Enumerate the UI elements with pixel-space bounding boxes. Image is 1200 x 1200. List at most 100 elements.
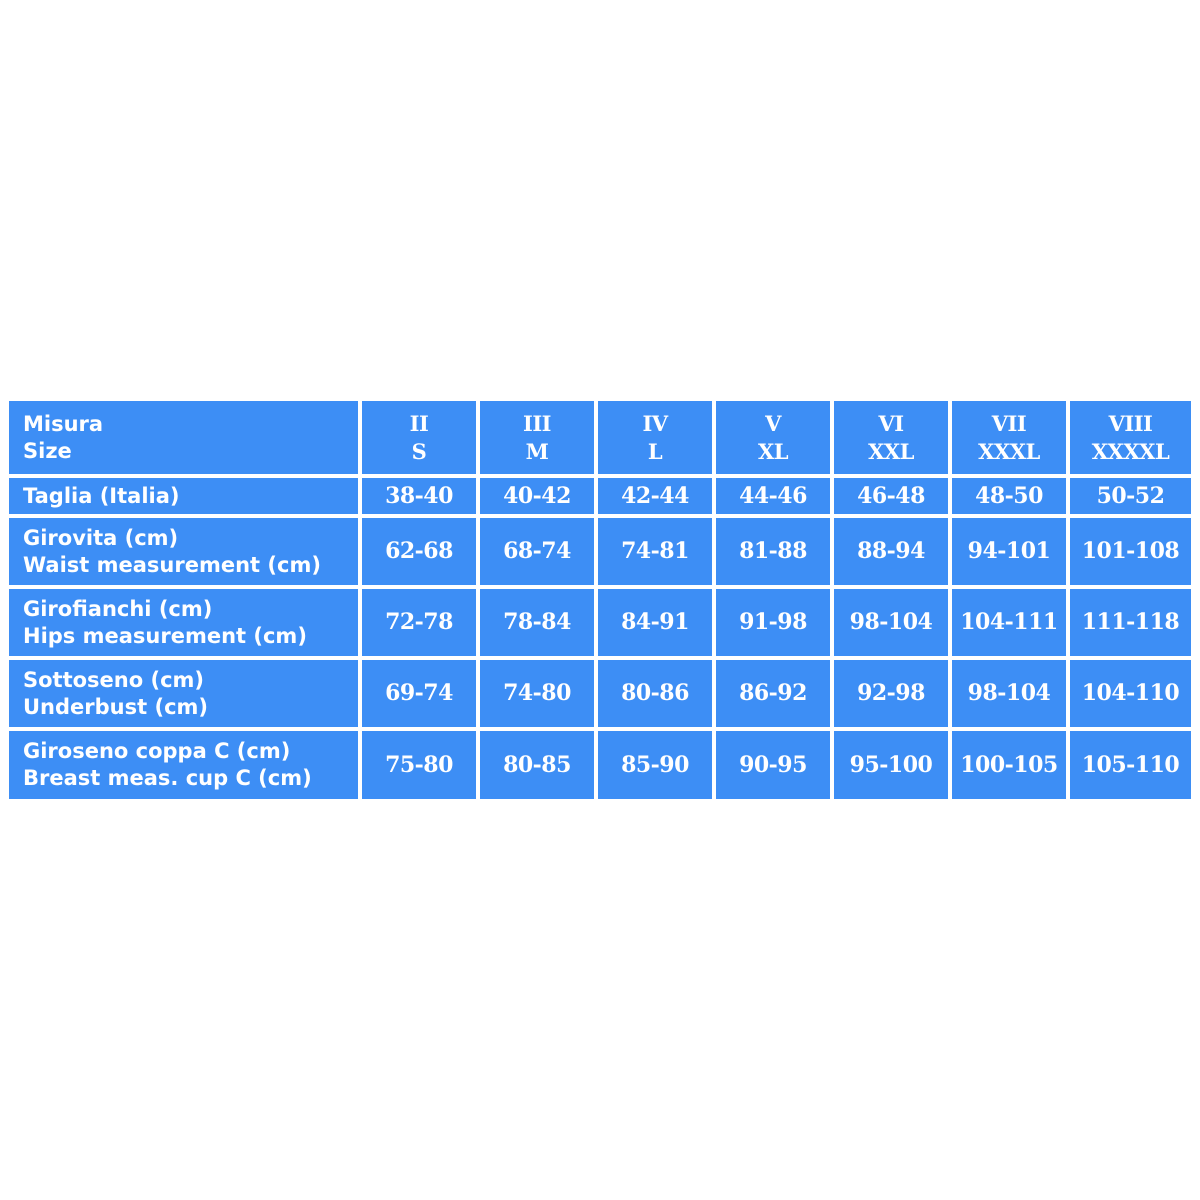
value-cell: 69-74: [362, 660, 476, 727]
value-cell: 85-90: [598, 731, 712, 799]
cell-text: 74-81: [621, 538, 689, 564]
cell-text: IV: [642, 410, 668, 436]
cell-text: VII: [991, 410, 1027, 436]
cell-text: M: [525, 438, 549, 464]
cell-text: 38-40: [385, 482, 453, 509]
cell-text: Hips measurement (cm): [23, 623, 307, 648]
cell-text: S: [411, 438, 427, 464]
value-cell: 94-101: [952, 518, 1066, 585]
cell-text: 86-92: [739, 680, 807, 706]
cell-text: 62-68: [385, 538, 453, 564]
cell-text: Waist measurement (cm): [23, 552, 321, 577]
cell-text: 40-42: [503, 482, 571, 509]
cell-text: VIII: [1108, 410, 1153, 436]
value-cell: 40-42: [480, 478, 594, 514]
cell-text: VI: [878, 410, 904, 436]
cell-text: 75-80: [385, 751, 453, 778]
value-cell: 42-44: [598, 478, 712, 514]
value-cell: 80-86: [598, 660, 712, 727]
cell-text: 80-85: [503, 751, 571, 778]
value-cell: 88-94: [834, 518, 948, 585]
cell-text: 69-74: [385, 680, 453, 706]
value-cell: 81-88: [716, 518, 830, 585]
cell-text: 91-98: [739, 609, 807, 635]
value-cell: 48-50: [952, 478, 1066, 514]
cell-text: 68-74: [503, 538, 571, 564]
cell-text: 84-91: [621, 609, 689, 635]
row-label-cell: Girofianchi (cm) Hips measurement (cm): [9, 589, 358, 656]
cell-text: V: [765, 410, 781, 436]
cell-text: Underbust (cm): [23, 694, 208, 719]
cell-text: 90-95: [739, 751, 807, 778]
row-label-cell: Girovita (cm) Waist measurement (cm): [9, 518, 358, 585]
value-cell: 104-110: [1070, 660, 1191, 727]
value-cell: 95-100: [834, 731, 948, 799]
header-label-cell: Misura Size: [9, 401, 358, 474]
value-cell: 98-104: [952, 660, 1066, 727]
value-cell: 91-98: [716, 589, 830, 656]
value-cell: 98-104: [834, 589, 948, 656]
value-cell: 62-68: [362, 518, 476, 585]
cell-text: 42-44: [621, 482, 689, 509]
cell-text: 101-108: [1081, 538, 1180, 564]
value-cell: 75-80: [362, 731, 476, 799]
cell-text: 104-110: [1081, 680, 1180, 706]
row-label-cell: Sottoseno (cm) Underbust (cm): [9, 660, 358, 727]
value-cell: 111-118: [1070, 589, 1191, 656]
header-size-cell: III M: [480, 401, 594, 474]
cell-text: 98-104: [849, 609, 933, 635]
cell-text: 72-78: [385, 609, 453, 635]
cell-text: L: [647, 438, 663, 464]
value-cell: 68-74: [480, 518, 594, 585]
cell-text: Girovita (cm): [23, 525, 179, 550]
cell-text: Girofianchi (cm): [23, 596, 213, 621]
cell-text: 44-46: [739, 482, 807, 509]
header-size-cell: IV L: [598, 401, 712, 474]
value-cell: 80-85: [480, 731, 594, 799]
row-label-cell: Taglia (Italia): [9, 478, 358, 514]
value-cell: 92-98: [834, 660, 948, 727]
cell-text: Size: [23, 438, 72, 463]
header-size-cell: II S: [362, 401, 476, 474]
cell-text: Breast meas. cup C (cm): [23, 766, 312, 790]
cell-text: Misura: [23, 411, 104, 436]
value-cell: 44-46: [716, 478, 830, 514]
cell-text: 74-80: [503, 680, 571, 706]
value-cell: 38-40: [362, 478, 476, 514]
cell-text: Sottoseno (cm): [23, 667, 205, 692]
cell-text: 92-98: [857, 680, 925, 706]
cell-text: 95-100: [849, 751, 933, 778]
value-cell: 46-48: [834, 478, 948, 514]
value-cell: 78-84: [480, 589, 594, 656]
cell-text: 98-104: [967, 680, 1051, 706]
cell-text: XXXL: [978, 438, 1040, 464]
cell-text: 94-101: [967, 538, 1051, 564]
cell-text: 50-52: [1096, 482, 1165, 509]
cell-text: 46-48: [857, 482, 925, 509]
cell-text: XXXXL: [1091, 438, 1170, 464]
value-cell: 50-52: [1070, 478, 1191, 514]
cell-text: 80-86: [621, 680, 689, 706]
value-cell: 104-111: [952, 589, 1066, 656]
cell-text: II: [409, 410, 429, 436]
value-cell: 100-105: [952, 731, 1066, 799]
cell-text: XXL: [868, 438, 914, 464]
value-cell: 84-91: [598, 589, 712, 656]
value-cell: 74-80: [480, 660, 594, 727]
cell-text: 85-90: [621, 751, 689, 778]
cell-text: 88-94: [857, 538, 925, 564]
cell-text: 100-105: [960, 751, 1058, 778]
cell-text: III: [523, 410, 551, 436]
header-size-cell: VIII XXXXL: [1070, 401, 1191, 474]
value-cell: 90-95: [716, 731, 830, 799]
cell-text: 48-50: [975, 482, 1043, 509]
value-cell: 74-81: [598, 518, 712, 585]
header-size-cell: VI XXL: [834, 401, 948, 474]
header-size-cell: VII XXXL: [952, 401, 1066, 474]
value-cell: 72-78: [362, 589, 476, 656]
cell-text: Giroseno coppa C (cm): [23, 739, 291, 763]
cell-text: 81-88: [739, 538, 807, 564]
cell-text: Taglia (Italia): [23, 483, 180, 508]
value-cell: 101-108: [1070, 518, 1191, 585]
value-cell: 105-110: [1070, 731, 1191, 799]
